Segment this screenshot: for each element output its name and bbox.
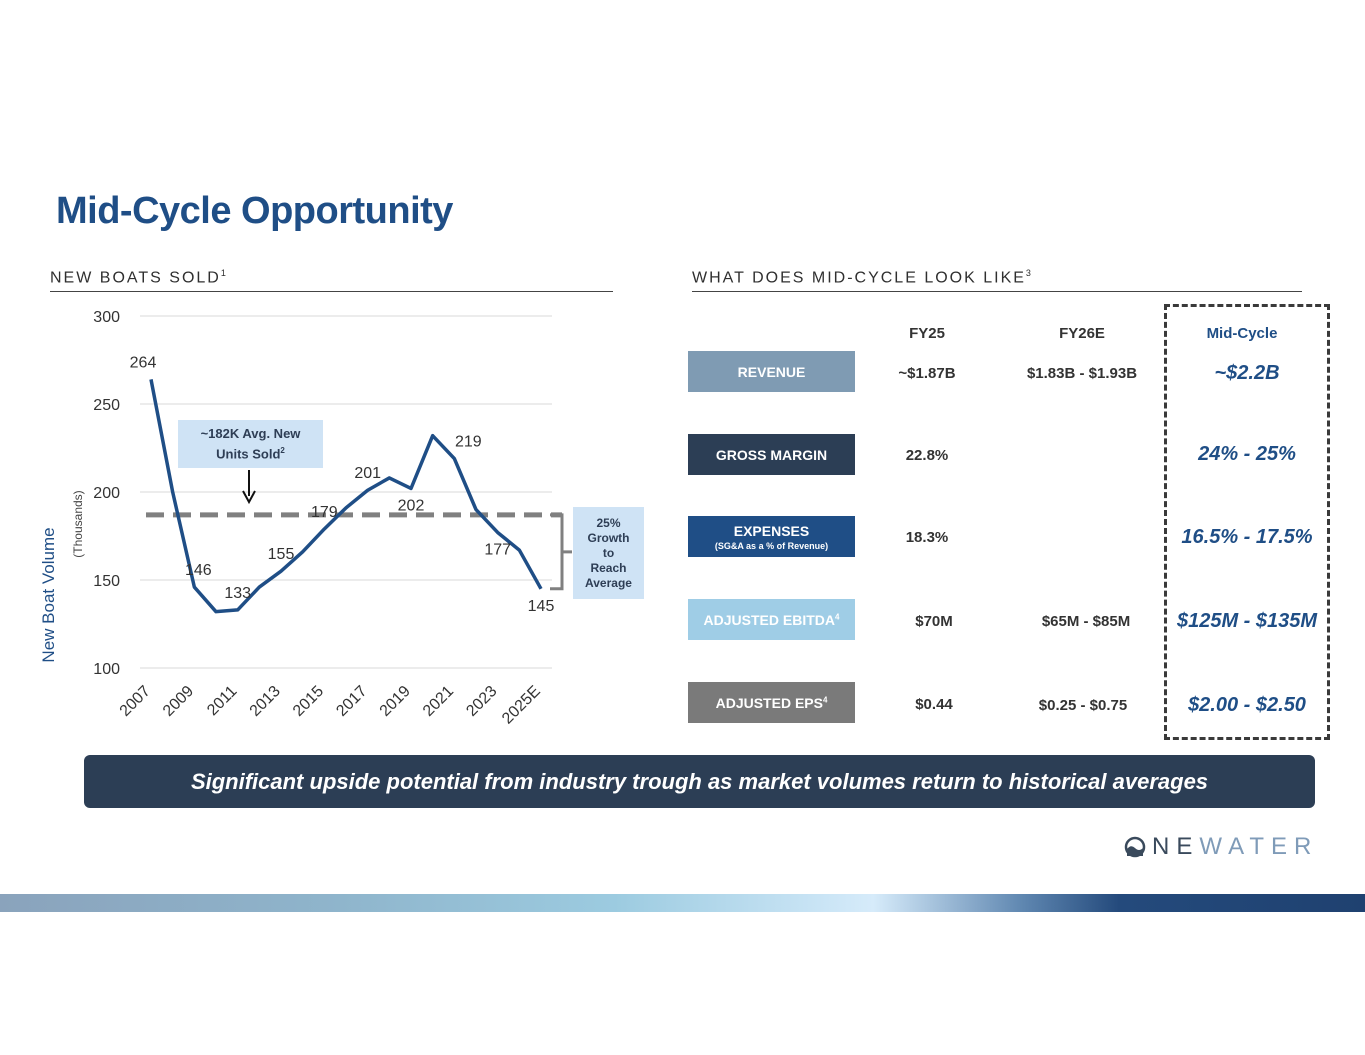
- data-label: 133: [224, 585, 251, 602]
- average-callout-line1: ~182K Avg. New: [200, 426, 301, 442]
- logo-part-1: NE: [1152, 833, 1200, 860]
- row-label-text: EXPENSES: [733, 522, 810, 539]
- data-label: 179: [311, 504, 338, 521]
- x-tick-label: 2023: [463, 683, 500, 720]
- y-axis-subtitle: (Thousands): [71, 490, 85, 557]
- cell-expenses-mid-cycle: 16.5% - 17.5%: [1181, 526, 1313, 548]
- cell-revenue-fy26e: $1.83B - $1.93B: [1026, 365, 1138, 382]
- data-label: 177: [484, 541, 511, 558]
- data-label: 146: [185, 562, 212, 579]
- data-label: 202: [398, 497, 425, 514]
- cell-eps-fy26e: $0.25 - $0.75: [1038, 697, 1128, 714]
- x-tick-label: 2015: [290, 683, 327, 720]
- cell-revenue-mid-cycle: ~$2.2B: [1214, 362, 1280, 384]
- cell-ebitda-fy26e: $65M - $85M: [1041, 613, 1131, 630]
- mid-cycle-highlight-box: [1164, 304, 1330, 740]
- cell-eps-mid-cycle: $2.00 - $2.50: [1188, 694, 1306, 716]
- average-callout-line2: Units Sold: [216, 446, 281, 462]
- growth-line: Average: [585, 575, 632, 590]
- growth-line: 25%: [596, 515, 621, 530]
- cell-ebitda-fy25: $70M: [915, 613, 953, 630]
- footnote-marker: 2: [280, 446, 285, 456]
- column-header-fy25: FY25: [909, 325, 945, 342]
- y-tick-label: 150: [93, 573, 120, 590]
- x-tick-label: 2009: [160, 683, 197, 720]
- y-tick-label: 300: [93, 309, 120, 326]
- row-label-adjusted-eps: ADJUSTED EPS4: [688, 682, 855, 723]
- x-tick-label: 2011: [204, 683, 240, 719]
- callout-arrow-head: [242, 490, 256, 505]
- new-boats-sold-label: NEW BOATS SOLD: [50, 269, 221, 287]
- data-label: 201: [354, 465, 381, 482]
- growth-line: Reach: [590, 560, 627, 575]
- data-label: 155: [268, 546, 295, 563]
- growth-bracket: [550, 513, 572, 591]
- data-label: 145: [528, 598, 555, 615]
- cell-ebitda-mid-cycle: $125M - $135M: [1176, 610, 1318, 632]
- new-boats-line-chart: New Boat Volume (Thousands) 100 150 200 250…: [39, 309, 572, 728]
- onewater-logo: NEWATER: [1124, 832, 1318, 862]
- footnote-marker: 4: [835, 611, 840, 621]
- logo-wordmark: NEWATER: [1152, 833, 1318, 861]
- summary-banner: Significant upside potential from indust…: [84, 755, 1315, 808]
- row-label-text: ADJUSTED EBITDA: [703, 611, 835, 628]
- footnote-marker: 4: [822, 694, 828, 704]
- growth-line: to: [602, 545, 615, 560]
- mid-cycle-label: WHAT DOES MID-CYCLE LOOK LIKE: [692, 269, 1026, 287]
- data-label: 264: [130, 354, 157, 371]
- y-axis-title: New Boat Volume: [39, 527, 58, 662]
- page-title: Mid-Cycle Opportunity: [56, 190, 453, 232]
- growth-line: Growth: [587, 530, 630, 545]
- y-tick-label: 100: [93, 661, 120, 678]
- x-tick-label: 2013: [247, 683, 284, 720]
- growth-callout: 25% Growth to Reach Average: [573, 507, 644, 599]
- row-label-text: GROSS MARGIN: [715, 446, 828, 463]
- series-line: [149, 379, 543, 614]
- cell-eps-fy25: $0.44: [915, 696, 953, 713]
- row-label-subtext: (SG&A as a % of Revenue): [714, 540, 829, 551]
- new-boats-sold-heading: NEW BOATS SOLD1: [50, 268, 613, 293]
- footer-stripe: [0, 894, 1365, 912]
- row-label-adjusted-ebitda: ADJUSTED EBITDA4: [688, 599, 855, 640]
- x-tick-label: 2021: [420, 683, 457, 720]
- footnote-marker: 3: [1025, 268, 1031, 278]
- x-tick-label: 2017: [333, 683, 370, 720]
- y-tick-label: 250: [93, 397, 120, 414]
- y-tick-label: 200: [93, 485, 120, 502]
- cell-gross-margin-fy25: 22.8%: [905, 447, 949, 464]
- row-label-text: REVENUE: [737, 363, 806, 380]
- mid-cycle-heading: WHAT DOES MID-CYCLE LOOK LIKE3: [692, 268, 1302, 293]
- cell-revenue-fy25: ~$1.87B: [898, 365, 956, 382]
- x-tick-label: 2019: [377, 683, 414, 720]
- row-label-expenses: EXPENSES (SG&A as a % of Revenue): [688, 516, 855, 557]
- data-label: 219: [455, 434, 482, 451]
- cell-gross-margin-mid-cycle: 24% - 25%: [1198, 443, 1296, 465]
- column-header-mid-cycle: Mid-Cycle: [1206, 325, 1278, 342]
- x-tick-label: 2007: [117, 683, 154, 720]
- row-label-text: ADJUSTED EPS: [715, 694, 823, 711]
- x-tick-label: 2025E: [499, 683, 544, 728]
- footnote-marker: 1: [220, 268, 226, 278]
- column-header-fy26e: FY26E: [1059, 325, 1105, 342]
- row-label-gross-margin: GROSS MARGIN: [688, 434, 855, 475]
- wave-logo-icon: [1124, 836, 1146, 858]
- row-label-revenue: REVENUE: [688, 351, 855, 392]
- cell-expenses-fy25: 18.3%: [905, 529, 949, 546]
- logo-part-2: WATER: [1199, 833, 1319, 860]
- average-callout: ~182K Avg. New Units Sold2: [178, 420, 323, 468]
